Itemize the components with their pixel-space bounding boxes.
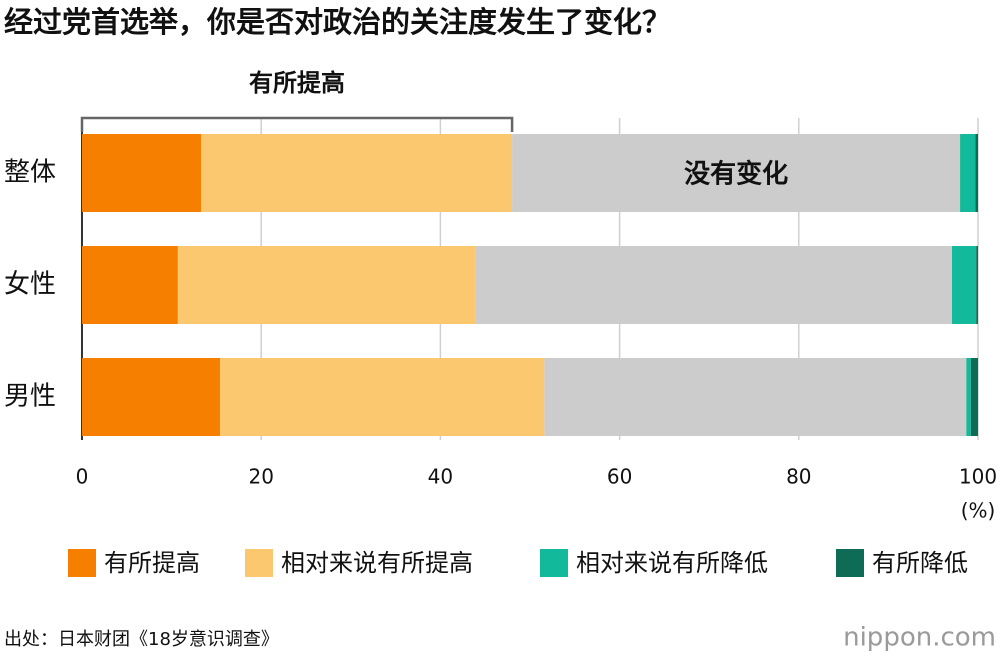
x-tick-label: 60 [607, 465, 632, 489]
legend-label: 有所降低 [872, 549, 968, 577]
bar-segment [976, 246, 978, 324]
bar-segment [966, 358, 971, 436]
x-tick-label: 20 [248, 465, 273, 489]
x-tick-label: 100 [959, 465, 997, 489]
logo: nippon.com [843, 623, 996, 653]
bar-segment [960, 134, 976, 212]
legend-label: 相对来说有所提高 [281, 549, 473, 577]
bar-segment [475, 246, 953, 324]
bar-segment [82, 358, 220, 436]
legend-swatch [836, 549, 864, 577]
x-tick-label: 0 [76, 465, 89, 489]
bar-segment [952, 246, 977, 324]
x-tick-label: 40 [428, 465, 453, 489]
source: 出处：日本财团《18岁意识调查》 [4, 629, 279, 650]
legend-swatch [245, 549, 273, 577]
y-tick-label: 男性 [4, 382, 56, 412]
in-bar-label: 没有变化 [684, 159, 788, 190]
bar-segment [82, 134, 202, 212]
bar-segment [219, 358, 545, 436]
bar-segment [544, 358, 967, 436]
bar-segment [201, 134, 513, 212]
bar-segment [177, 246, 476, 324]
legend-label: 相对来说有所降低 [576, 549, 768, 577]
bar-segment [975, 134, 978, 212]
legend-swatch [540, 549, 568, 577]
bar-segment [970, 358, 978, 436]
chart-title: 经过党首选举，你是否对政治的关注度发生了变化？ [4, 5, 671, 39]
bracket [80, 116, 514, 132]
bar-segment [82, 246, 178, 324]
y-tick-label: 女性 [4, 270, 56, 300]
bar-segment [512, 134, 961, 212]
x-unit: (%) [961, 499, 996, 523]
legend-swatch [68, 549, 96, 577]
x-tick-label: 80 [786, 465, 811, 489]
bracket-label: 有所提高 [249, 69, 345, 97]
y-tick-label: 整体 [4, 158, 56, 188]
legend-label: 有所提高 [104, 549, 200, 577]
